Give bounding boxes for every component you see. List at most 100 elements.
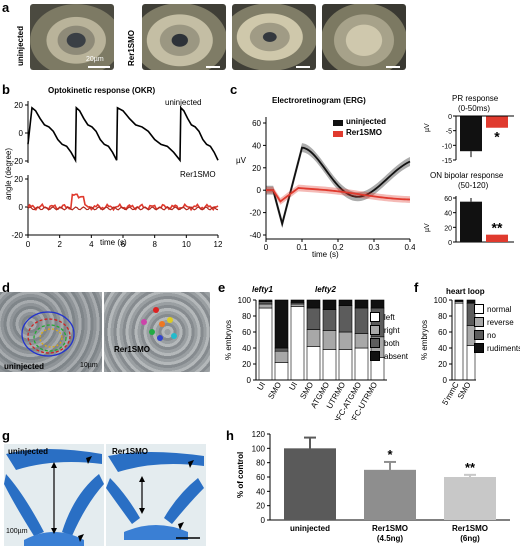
erg-legend-swatch-0 <box>333 120 343 126</box>
okr-top-ytick-label: 0 <box>19 129 24 138</box>
erg-xtick-label: 0.3 <box>368 243 380 252</box>
e-chart-bar-segment <box>274 347 289 352</box>
f-chart-bar-segment <box>454 299 464 302</box>
erg-ytick-label: 60 <box>252 119 261 128</box>
f-chart-ytick-label: 40 <box>438 344 447 353</box>
erg-ytick-label: 0 <box>257 186 262 195</box>
pr-bar <box>460 116 482 152</box>
scale-g: 100µm <box>6 528 28 535</box>
e-chart-bar-segment <box>338 349 353 381</box>
e-chart-bar-segment <box>274 350 289 363</box>
e-chart-ytick-label: 80 <box>242 312 251 321</box>
eye-photo-rer1smo-2 <box>232 4 316 70</box>
e-chart-bar-segment <box>306 307 321 330</box>
erg-legend-0: uninjected <box>346 117 387 126</box>
f-legend-0: normal <box>487 304 512 314</box>
e-chart-bar-segment <box>370 299 385 309</box>
f-legend-3: rudiments <box>487 343 520 353</box>
on-bar-chart: 60 40 20 0 ** <box>444 196 514 247</box>
f-legend-swatch-2 <box>474 330 484 340</box>
h-ytick-label: 40 <box>256 487 265 496</box>
e-chart-bar-segment <box>306 329 321 347</box>
e-chart-bar-segment <box>258 307 273 381</box>
pr-bar <box>486 116 508 128</box>
on-title: ON bipolar response <box>430 171 504 180</box>
scale-a: 20µm <box>86 56 104 63</box>
e-chart-bar-segment <box>338 299 353 306</box>
erg-legend-1: Rer1SMO <box>346 128 383 137</box>
kv-photo-rer1smo <box>104 292 210 372</box>
panel-letter-a: a <box>2 0 10 15</box>
h-category-sublabel: (6ng) <box>460 534 480 543</box>
okr-xlabel: time (s) <box>100 238 127 247</box>
pr-bar-chart: 0 -5 -10 -15 * <box>442 114 514 165</box>
panel-letter-f: f <box>414 280 419 295</box>
okr-bottom-ytick-label: 0 <box>19 203 24 212</box>
okr-bottom-ytick-label: 20 <box>14 175 23 184</box>
h-ytick-label: 80 <box>256 459 265 468</box>
e-legend-swatch-0 <box>370 312 380 322</box>
f-legend: normal reverse no rudiments <box>474 304 520 353</box>
e-legend-swatch-3 <box>370 351 380 361</box>
erg-ytick-label: -20 <box>249 209 261 218</box>
e-chart-bar-segment <box>274 299 289 349</box>
f-chart-ytick-label: 60 <box>438 328 447 337</box>
e-chart-category-label: UI <box>255 381 267 392</box>
h-ytick-label: 0 <box>261 516 266 525</box>
h-chart: 020406080100120uninjected*Rer1SMO(4.5ng)… <box>252 430 510 543</box>
scale-bar-a2 <box>206 66 220 68</box>
e-chart-ytick-label: 100 <box>238 296 252 305</box>
e-legend: left right both absent <box>370 312 408 361</box>
h-bar <box>444 477 496 520</box>
erg-ytick-label: 40 <box>252 141 261 150</box>
e-chart-bar-segment <box>258 303 273 309</box>
e-chart-ytick-label: 40 <box>242 344 251 353</box>
f-chart-ytick-label: 0 <box>443 376 448 385</box>
e-chart-bar-segment <box>354 333 369 349</box>
okr-xtick-label: 6 <box>121 240 126 249</box>
panel-letter-b: b <box>2 82 10 97</box>
scale-d: 10µm <box>80 362 98 369</box>
eye-photo-rer1smo-1 <box>142 4 226 70</box>
e-legend-0: left <box>384 312 395 322</box>
h-category-label: Rer1SMO <box>372 524 408 533</box>
f-chart-bar-segment <box>454 302 464 381</box>
on-ytick-label: 0 <box>448 240 452 247</box>
f-title: heart loop <box>446 287 485 296</box>
h-bar <box>284 448 336 520</box>
h-ytick-label: 100 <box>252 444 266 453</box>
cartilage-photo-uninjected <box>4 444 104 546</box>
eye-photo-uninjected <box>30 4 114 70</box>
h-category-label: uninjected <box>290 524 330 533</box>
e-chart-bar-segment <box>354 347 369 381</box>
h-ylabel: % of control <box>236 451 245 498</box>
e-legend-swatch-1 <box>370 325 380 335</box>
pr-significance: * <box>494 129 500 145</box>
h-significance: * <box>387 447 393 462</box>
label-g-rer1smo: Rer1SMO <box>112 447 149 456</box>
okr-top-ytick-label: 20 <box>14 101 23 110</box>
erg-xtick-label: 0 <box>264 243 269 252</box>
e-legend-swatch-2 <box>370 338 380 348</box>
f-chart-ytick-label: 80 <box>438 312 447 321</box>
e-group2: lefty2 <box>315 285 336 294</box>
scale-bar-a3 <box>296 66 310 68</box>
e-chart-ytick-label: 60 <box>242 328 251 337</box>
e-chart-bar-segment <box>290 303 305 307</box>
f-legend-2: no <box>487 330 496 340</box>
e-chart-bar-segment <box>322 309 337 331</box>
on-ytick-label: 60 <box>444 196 452 203</box>
f-chart-ytick-label: 100 <box>434 296 448 305</box>
e-chart-bar-segment <box>274 362 289 381</box>
h-significance: ** <box>465 460 476 475</box>
on-ytick-label: 20 <box>444 225 452 232</box>
e-legend-2: both <box>384 338 400 348</box>
pr-ytick-label: 0 <box>448 114 452 121</box>
e-chart-bar-segment <box>354 299 369 309</box>
label-a-rer1smo: Rer1SMO <box>127 29 136 66</box>
pr-ytick-label: -15 <box>442 158 452 165</box>
on-subtitle: (50-120) <box>458 181 489 190</box>
panel-letter-h: h <box>226 428 234 443</box>
